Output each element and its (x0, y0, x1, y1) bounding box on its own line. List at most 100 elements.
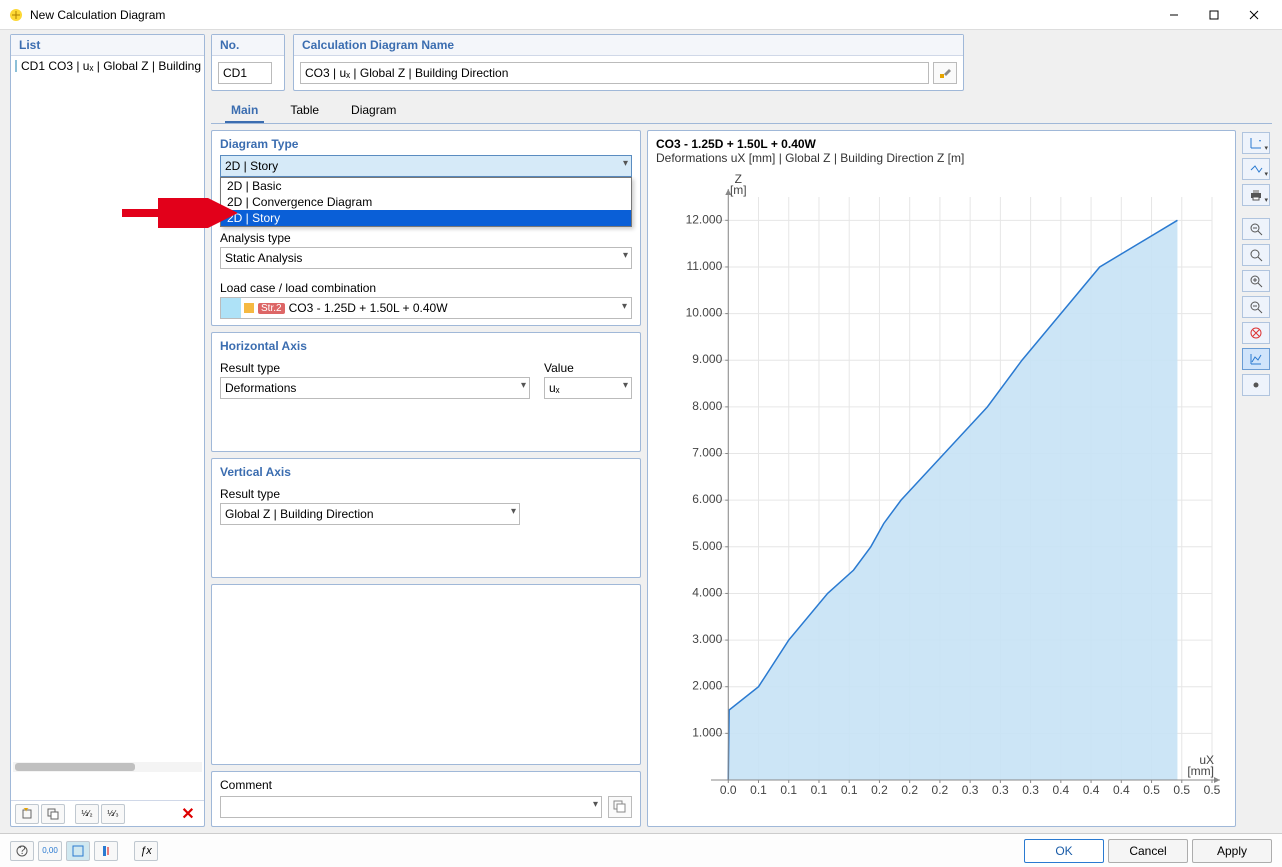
delete-item-button[interactable]: ✕ (176, 804, 200, 824)
svg-text:0.0: 0.0 (720, 783, 737, 797)
svg-text:7.000: 7.000 (692, 446, 722, 460)
zoom-fit-button[interactable] (1242, 218, 1270, 240)
svg-text:0.5: 0.5 (1173, 783, 1190, 797)
zoom-in-button[interactable] (1242, 270, 1270, 292)
cancel-button[interactable]: Cancel (1108, 839, 1188, 863)
name-field: Calculation Diagram Name (293, 34, 964, 91)
minimize-button[interactable] (1154, 1, 1194, 29)
series-config-button[interactable]: ▾ (1242, 158, 1270, 180)
svg-text:0.2: 0.2 (932, 783, 949, 797)
svg-text:12.000: 12.000 (686, 212, 723, 226)
list-item[interactable]: CD1 CO3 | uₓ | Global Z | Building (11, 58, 204, 74)
analysis-type-dropdown[interactable]: Static Analysis ▾ (220, 247, 632, 269)
haxis-value-value: uₓ (549, 381, 560, 395)
svg-text:[m]: [m] (730, 183, 747, 197)
svg-text:4.000: 4.000 (692, 585, 722, 599)
name-header: Calculation Diagram Name (294, 35, 963, 56)
point-mode-button[interactable] (1242, 374, 1270, 396)
icon-rail: ▾ ▾ ▾ (1242, 130, 1272, 827)
chart-title-1: CO3 - 1.25D + 1.50L + 0.40W (656, 137, 1227, 151)
formula-button[interactable]: ƒx (134, 841, 158, 861)
list-panel: List CD1 CO3 | uₓ | Global Z | Building … (10, 34, 205, 827)
svg-text:0.3: 0.3 (992, 783, 1009, 797)
diagram-type-value: 2D | Story (225, 159, 278, 173)
filter-button[interactable]: ½⁄₃ (101, 804, 125, 824)
chevron-down-icon: ▾ (622, 301, 627, 312)
ok-button[interactable]: OK (1024, 839, 1104, 863)
svg-text:0.5: 0.5 (1204, 783, 1221, 797)
svg-text:0.1: 0.1 (750, 783, 767, 797)
list-header: List (11, 35, 204, 56)
no-input[interactable] (218, 62, 272, 84)
list-item-label: CD1 CO3 | uₓ | Global Z | Building (21, 59, 201, 73)
diagram-type-title: Diagram Type (212, 131, 640, 155)
diagram-type-option[interactable]: 2D | Convergence Diagram (221, 194, 631, 210)
diagram-type-section: Diagram Type 2D | Story ▾ 2D | Basic 2D … (211, 130, 641, 326)
annotation-arrow-icon (117, 198, 237, 228)
comment-dropdown[interactable]: ▾ (220, 796, 602, 818)
chart-mode-button[interactable] (1242, 348, 1270, 370)
clear-zoom-button[interactable] (1242, 322, 1270, 344)
maximize-button[interactable] (1194, 1, 1234, 29)
haxis-result-label: Result type (220, 357, 530, 377)
analysis-type-value: Static Analysis (225, 251, 302, 265)
svg-text:2.000: 2.000 (692, 679, 722, 693)
haxis-value-label: Value (544, 357, 632, 377)
window-title: New Calculation Diagram (30, 8, 1154, 22)
close-button[interactable] (1234, 1, 1274, 29)
svg-text:10.000: 10.000 (686, 306, 723, 320)
svg-text:[mm]: [mm] (1187, 764, 1214, 778)
apply-button[interactable]: Apply (1192, 839, 1272, 863)
tab-main[interactable]: Main (225, 99, 264, 123)
load-case-dropdown[interactable]: Str.2 CO3 - 1.25D + 1.50L + 0.40W ▾ (220, 297, 632, 319)
list-toolbar: ✦ ½⁄₂ ½⁄₃ ✕ (11, 800, 204, 826)
svg-text:0.4: 0.4 (1113, 783, 1130, 797)
lc-swatch-icon (221, 298, 241, 318)
no-header: No. (212, 35, 284, 56)
haxis-value-dropdown[interactable]: uₓ ▾ (544, 377, 632, 399)
svg-text:0.2: 0.2 (871, 783, 888, 797)
name-input[interactable] (300, 62, 929, 84)
copy-item-button[interactable] (41, 804, 65, 824)
svg-text:1.000: 1.000 (692, 725, 722, 739)
svg-text:0.3: 0.3 (962, 783, 979, 797)
list-h-scrollbar[interactable] (13, 762, 202, 772)
print-button[interactable]: ▾ (1242, 184, 1270, 206)
units-button[interactable]: 0,00 (38, 841, 62, 861)
help-button[interactable]: ? (10, 841, 34, 861)
view1-button[interactable] (66, 841, 90, 861)
comment-library-button[interactable] (608, 796, 632, 818)
diagram-type-dropdown[interactable]: 2D | Story ▾ 2D | Basic 2D | Convergence… (220, 155, 632, 177)
svg-text:0.4: 0.4 (1052, 783, 1069, 797)
vaxis-result-value: Global Z | Building Direction (225, 507, 374, 521)
lc-tag: Str.2 (258, 303, 285, 314)
list-swatch-icon (15, 60, 17, 72)
svg-text:6.000: 6.000 (692, 492, 722, 506)
tab-table[interactable]: Table (284, 99, 325, 123)
svg-text:5.000: 5.000 (692, 539, 722, 553)
vertical-axis-section: Vertical Axis Result type Global Z | Bui… (211, 458, 641, 578)
comment-title: Comment (220, 776, 632, 796)
axis-config-button[interactable]: ▾ (1242, 132, 1270, 154)
haxis-title: Horizontal Axis (212, 333, 640, 357)
sort-button[interactable]: ½⁄₂ (75, 804, 99, 824)
diagram-type-option[interactable]: 2D | Basic (221, 178, 631, 194)
zoom-out-button[interactable] (1242, 296, 1270, 318)
bottom-bar: ? 0,00 ƒx OK Cancel Apply (0, 833, 1282, 867)
tab-diagram[interactable]: Diagram (345, 99, 402, 123)
haxis-result-dropdown[interactable]: Deformations ▾ (220, 377, 530, 399)
svg-text:0.1: 0.1 (841, 783, 858, 797)
diagram-type-option-list: 2D | Basic 2D | Convergence Diagram 2D |… (220, 177, 632, 227)
zoom-reset-button[interactable] (1242, 244, 1270, 266)
chart-title-2: Deformations uX [mm] | Global Z | Buildi… (656, 151, 1227, 165)
svg-text:0.1: 0.1 (780, 783, 797, 797)
new-item-button[interactable]: ✦ (15, 804, 39, 824)
title-bar: New Calculation Diagram (0, 0, 1282, 30)
analysis-type-label: Analysis type (220, 227, 632, 247)
svg-text:✦: ✦ (21, 808, 31, 815)
vaxis-result-dropdown[interactable]: Global Z | Building Direction ▾ (220, 503, 520, 525)
view2-button[interactable] (94, 841, 118, 861)
edit-name-button[interactable] (933, 62, 957, 84)
diagram-type-option[interactable]: 2D | Story (221, 210, 631, 226)
svg-text:0.2: 0.2 (901, 783, 918, 797)
